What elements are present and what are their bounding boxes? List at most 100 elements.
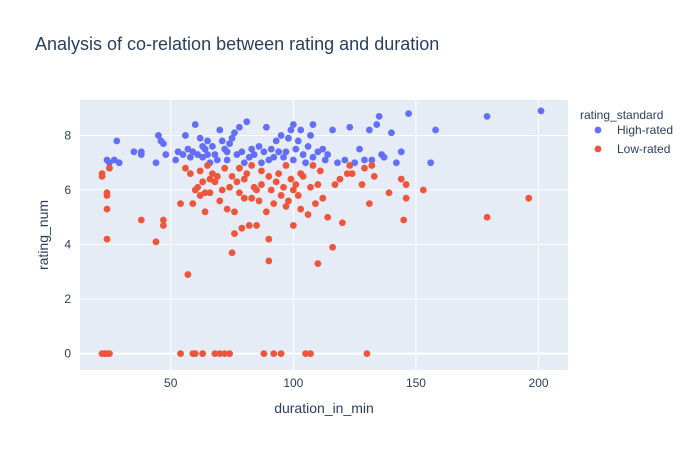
data-point: [211, 350, 219, 358]
data-point: [216, 126, 224, 134]
legend-marker: [594, 145, 602, 153]
data-point: [260, 350, 268, 358]
data-point: [258, 181, 265, 188]
data-point: [221, 164, 229, 172]
y-tick-label: 6: [64, 183, 71, 197]
data-point: [483, 112, 491, 120]
data-point: [228, 172, 236, 180]
data-point: [397, 148, 405, 156]
data-point: [130, 148, 138, 156]
data-point: [373, 121, 381, 128]
data-point: [314, 260, 322, 268]
x-tick-label: 50: [164, 376, 178, 390]
data-point: [329, 243, 336, 251]
data-point: [182, 164, 189, 172]
data-point: [388, 129, 395, 137]
data-point: [361, 164, 368, 172]
data-point: [240, 194, 248, 202]
data-point: [294, 137, 302, 145]
data-point: [228, 249, 236, 257]
data-point: [233, 178, 241, 186]
data-point: [277, 350, 285, 358]
axis-ticks: 50 100 150 200 0 2 4 6 8: [64, 128, 549, 390]
data-point: [402, 181, 410, 188]
data-point: [275, 148, 283, 156]
data-point: [356, 145, 363, 153]
data-point: [270, 350, 278, 358]
data-point: [365, 200, 373, 208]
data-point: [216, 197, 224, 205]
data-point: [137, 148, 145, 156]
data-point: [238, 224, 246, 232]
x-tick-label: 100: [283, 376, 303, 390]
data-point: [299, 151, 307, 158]
data-point: [385, 189, 393, 197]
data-point: [289, 186, 297, 194]
data-point: [336, 175, 344, 183]
data-point: [199, 350, 207, 358]
data-point: [368, 162, 376, 169]
data-point: [265, 235, 273, 243]
data-point: [265, 257, 273, 265]
legend-item[interactable]: Low-rated: [594, 142, 671, 156]
data-point: [103, 205, 111, 213]
data-point: [137, 216, 145, 224]
data-point: [370, 172, 378, 180]
data-point: [218, 186, 226, 194]
data-point: [186, 170, 194, 178]
data-point: [285, 134, 292, 142]
data-point: [432, 126, 439, 134]
data-point: [177, 200, 184, 208]
data-point: [258, 167, 265, 175]
data-point: [152, 159, 160, 167]
data-point: [309, 162, 317, 169]
data-point: [280, 183, 287, 191]
data-point: [358, 181, 366, 188]
data-point: [307, 350, 314, 358]
data-point: [98, 170, 106, 178]
data-point: [346, 162, 354, 169]
data-point: [265, 172, 273, 180]
data-point: [235, 164, 243, 172]
legend[interactable]: rating_standard High-rated Low-rated: [580, 108, 673, 156]
data-point: [272, 137, 280, 145]
data-point: [299, 172, 307, 180]
data-point: [321, 156, 329, 164]
data-point: [427, 159, 435, 167]
data-point: [243, 118, 251, 126]
data-point: [331, 181, 339, 188]
data-point: [248, 145, 256, 153]
data-point: [282, 162, 290, 169]
data-point: [297, 126, 305, 134]
data-point: [419, 186, 427, 194]
data-point: [196, 134, 204, 142]
data-point: [103, 192, 111, 199]
data-point: [235, 123, 243, 131]
data-point: [196, 167, 204, 175]
data-point: [238, 148, 246, 156]
series-low-rated: [98, 162, 533, 358]
data-point: [226, 350, 233, 358]
data-point: [262, 208, 270, 216]
data-point: [289, 156, 297, 164]
data-point: [243, 170, 251, 178]
data-point: [405, 110, 413, 118]
data-point: [537, 107, 545, 115]
data-point: [285, 197, 292, 205]
data-point: [304, 211, 312, 218]
data-point: [483, 213, 491, 221]
data-point: [375, 112, 383, 120]
data-point: [231, 230, 238, 238]
data-point: [191, 350, 199, 358]
data-point: [221, 350, 229, 358]
data-point: [348, 170, 356, 178]
data-point: [240, 159, 248, 167]
data-point: [302, 350, 310, 358]
data-point: [302, 159, 310, 167]
legend-item[interactable]: High-rated: [594, 123, 673, 137]
data-point: [282, 148, 290, 156]
data-point: [365, 126, 373, 134]
y-tick-label: 0: [64, 347, 71, 361]
data-point: [319, 145, 327, 153]
